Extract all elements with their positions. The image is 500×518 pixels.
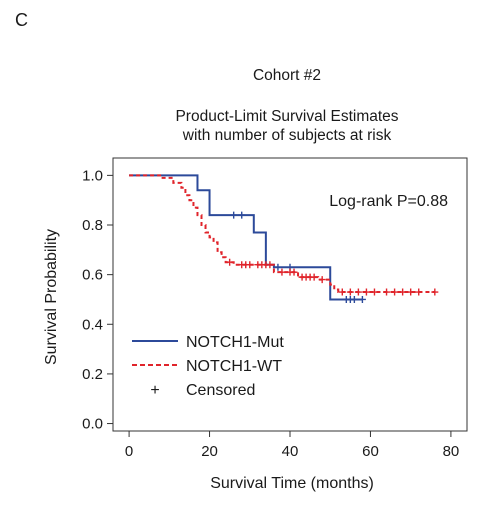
x-axis-ticks: 0 20 40 60 80 <box>125 431 459 460</box>
km-curve-notch1-wt <box>129 174 435 294</box>
x-tick-label: 80 <box>443 443 460 460</box>
legend-label-mut: NOTCH1-Mut <box>186 334 284 351</box>
chart-title-line-3: with number of subjects at risk <box>182 127 392 144</box>
censor-mark <box>274 263 282 271</box>
censor-mark <box>226 258 234 266</box>
censor-mark <box>238 211 246 219</box>
censor-mark <box>407 288 415 296</box>
censor-mark <box>415 288 423 296</box>
censor-mark <box>370 288 378 296</box>
y-tick-label: 0.0 <box>82 416 103 433</box>
chart-title-line-1: Cohort #2 <box>253 67 321 84</box>
y-tick-label: 0.2 <box>82 366 103 383</box>
legend-censored-marker: + <box>150 382 159 399</box>
censor-mark <box>391 288 399 296</box>
censor-mark <box>383 288 391 296</box>
censor-mark <box>230 211 238 219</box>
x-tick-label: 40 <box>282 443 299 460</box>
x-axis-label: Survival Time (months) <box>210 475 374 492</box>
x-tick-label: 20 <box>201 443 218 460</box>
x-tick-label: 60 <box>362 443 379 460</box>
y-axis-label: Survival Probability <box>43 229 60 365</box>
censor-mark <box>362 288 370 296</box>
y-tick-label: 0.8 <box>82 217 103 234</box>
censor-mark <box>350 295 358 303</box>
legend-label-wt: NOTCH1-WT <box>186 358 282 375</box>
x-tick-label: 0 <box>125 443 133 460</box>
km-curve-notch1-mut <box>129 174 363 301</box>
censor-mark <box>310 273 318 281</box>
panel-label: C <box>15 10 28 30</box>
censor-mark <box>399 288 407 296</box>
censor-mark <box>246 261 254 269</box>
series-layer <box>129 174 439 303</box>
censor-mark <box>266 261 274 269</box>
censor-mark <box>354 288 362 296</box>
y-tick-label: 0.6 <box>82 267 103 284</box>
censor-mark <box>290 268 298 276</box>
log-rank-annotation: Log-rank P=0.88 <box>329 193 448 210</box>
censor-mark <box>358 295 366 303</box>
legend: NOTCH1-Mut NOTCH1-WT + Censored <box>132 334 284 399</box>
y-axis-ticks: 0.0 0.2 0.4 0.6 0.8 1.0 <box>82 167 113 433</box>
censor-mark <box>318 276 326 284</box>
y-tick-label: 1.0 <box>82 167 103 184</box>
censor-mark <box>338 288 346 296</box>
y-tick-label: 0.4 <box>82 316 103 333</box>
censor-mark <box>431 288 439 296</box>
censor-mark <box>278 268 286 276</box>
legend-label-censored: Censored <box>186 382 255 399</box>
censor-mark <box>346 288 354 296</box>
chart-title-line-2: Product-Limit Survival Estimates <box>175 108 398 125</box>
